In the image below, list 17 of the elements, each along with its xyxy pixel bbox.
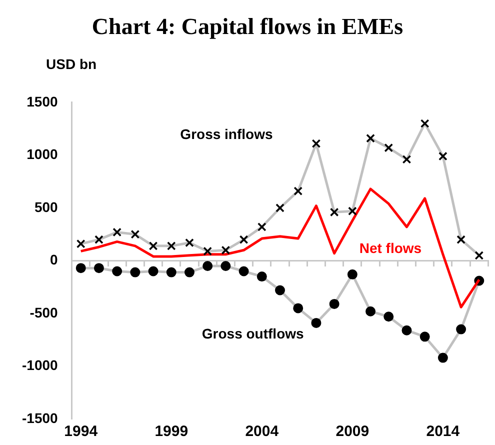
- x-tick-label: 2014: [426, 423, 460, 440]
- x-tick-label: 1994: [64, 423, 98, 440]
- x-tick-label: 2004: [245, 423, 280, 440]
- text: Gross inflows: [180, 126, 273, 142]
- y-tick-label: 0: [50, 252, 58, 268]
- chart-title: Chart 4: Capital flows in EMEs: [90, 14, 404, 40]
- y-axis-title: USD bn: [46, 56, 97, 72]
- y-tick-label: 1000: [26, 146, 58, 162]
- y-tick-label: 1500: [26, 93, 58, 110]
- series-label: Net flows: [359, 240, 422, 256]
- y-tick-label: 500: [34, 198, 58, 215]
- y-tick-label: -1000: [22, 357, 58, 374]
- series-label: Gross outflows: [202, 325, 304, 342]
- x-tick-label: 1999: [154, 423, 188, 440]
- x-tick-label: 2009: [336, 423, 370, 440]
- y-tick-label: -1500: [22, 410, 58, 426]
- y-tick-label: -500: [30, 304, 58, 320]
